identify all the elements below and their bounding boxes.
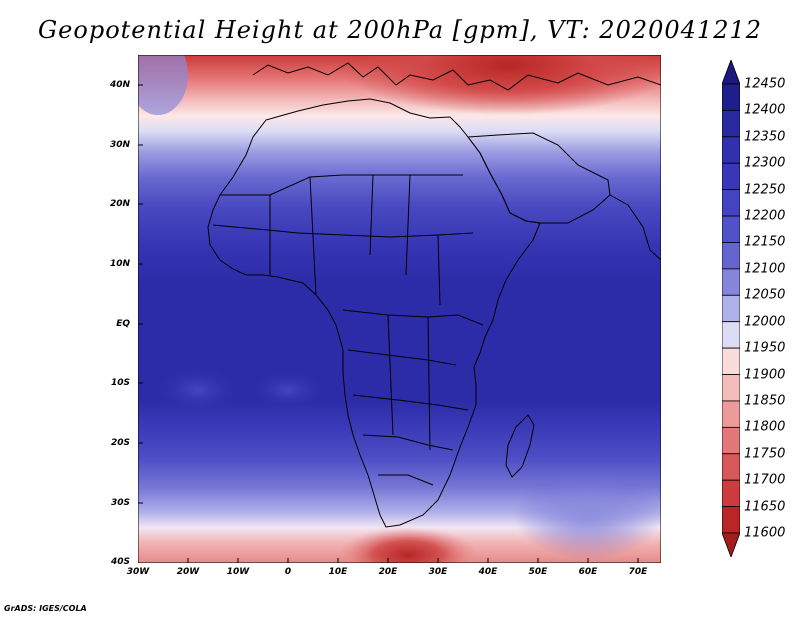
lat-tick: 30N (109, 140, 130, 150)
colorbar-swatch (722, 479, 740, 507)
colorbar-swatch (722, 83, 740, 111)
colorbar-label: 11900 (744, 367, 786, 383)
colorbar-swatch (722, 189, 740, 217)
lat-tick: 30S (110, 498, 130, 508)
lat-tick: 40S (110, 557, 130, 567)
lon-tick: 40E (478, 567, 498, 577)
colorbar-swatch (722, 136, 740, 164)
colorbar-label: 11950 (744, 340, 786, 356)
lat-tick: 10S (110, 378, 130, 388)
colorbar-label: 12400 (744, 102, 786, 118)
colorbar-swatch (722, 268, 740, 296)
colorbar-label: 11750 (744, 446, 786, 462)
colorbar-swatch (722, 294, 740, 323)
colorbar-label: 12000 (744, 314, 786, 330)
colorbar-label: 11700 (744, 472, 786, 488)
colorbar-swatch (722, 374, 740, 402)
colorbar-label: 11600 (744, 525, 786, 541)
colorbar-label: 11850 (744, 393, 786, 409)
colorbar-swatch (722, 321, 740, 349)
colorbar-label: 12100 (744, 261, 786, 277)
lat-tick: EQ (116, 319, 130, 329)
coastlines (207, 62, 661, 528)
lon-tick: 70E (628, 567, 648, 577)
lon-tick: 20E (378, 567, 398, 577)
lon-tick: 30W (126, 567, 150, 577)
colorbar-swatch (722, 453, 740, 481)
lat-tick: 40N (109, 80, 130, 90)
lon-tick: 60E (578, 567, 598, 577)
lat-tick: 20S (110, 438, 130, 448)
lon-tick: 20W (176, 567, 200, 577)
colorbar-label: 12250 (744, 182, 786, 198)
map-plot (138, 55, 661, 563)
colorbar-swatch (722, 506, 740, 534)
colorbar-label: 11650 (744, 499, 786, 515)
lat-tick: 20N (109, 199, 130, 209)
lon-tick: 50E (528, 567, 548, 577)
colorbar-swatch (722, 347, 740, 375)
lat-tick: 10N (109, 259, 130, 269)
colorbar-label: 12200 (744, 208, 786, 224)
lon-tick: 10E (328, 567, 348, 577)
colorbar-label: 12050 (744, 287, 786, 303)
colorbar-swatch (722, 110, 740, 138)
colorbar-label: 12350 (744, 129, 786, 145)
chart-title: Geopotential Height at 200hPa [gpm], VT:… (38, 16, 762, 44)
colorbar-label: 12450 (744, 76, 786, 92)
colorbar-swatch (722, 215, 740, 243)
colorbar-top-arrow (722, 60, 740, 85)
lon-tick: 30E (428, 567, 448, 577)
colorbar-swatch (722, 426, 740, 455)
colorbar (722, 60, 740, 557)
lon-tick: 0 (284, 567, 292, 577)
colorbar-label: 11800 (744, 419, 786, 435)
colorbar-label: 12300 (744, 155, 786, 171)
colorbar-swatch (722, 400, 740, 428)
axis-ticks (138, 84, 639, 563)
colorbar-bottom-arrow (722, 532, 740, 557)
colorbar-swatch (722, 242, 740, 270)
credit-text: GrADS: IGES/COLA (4, 604, 87, 613)
lon-tick: 10W (226, 567, 250, 577)
colorbar-label: 12150 (744, 234, 786, 250)
colorbar-swatch (722, 162, 740, 191)
